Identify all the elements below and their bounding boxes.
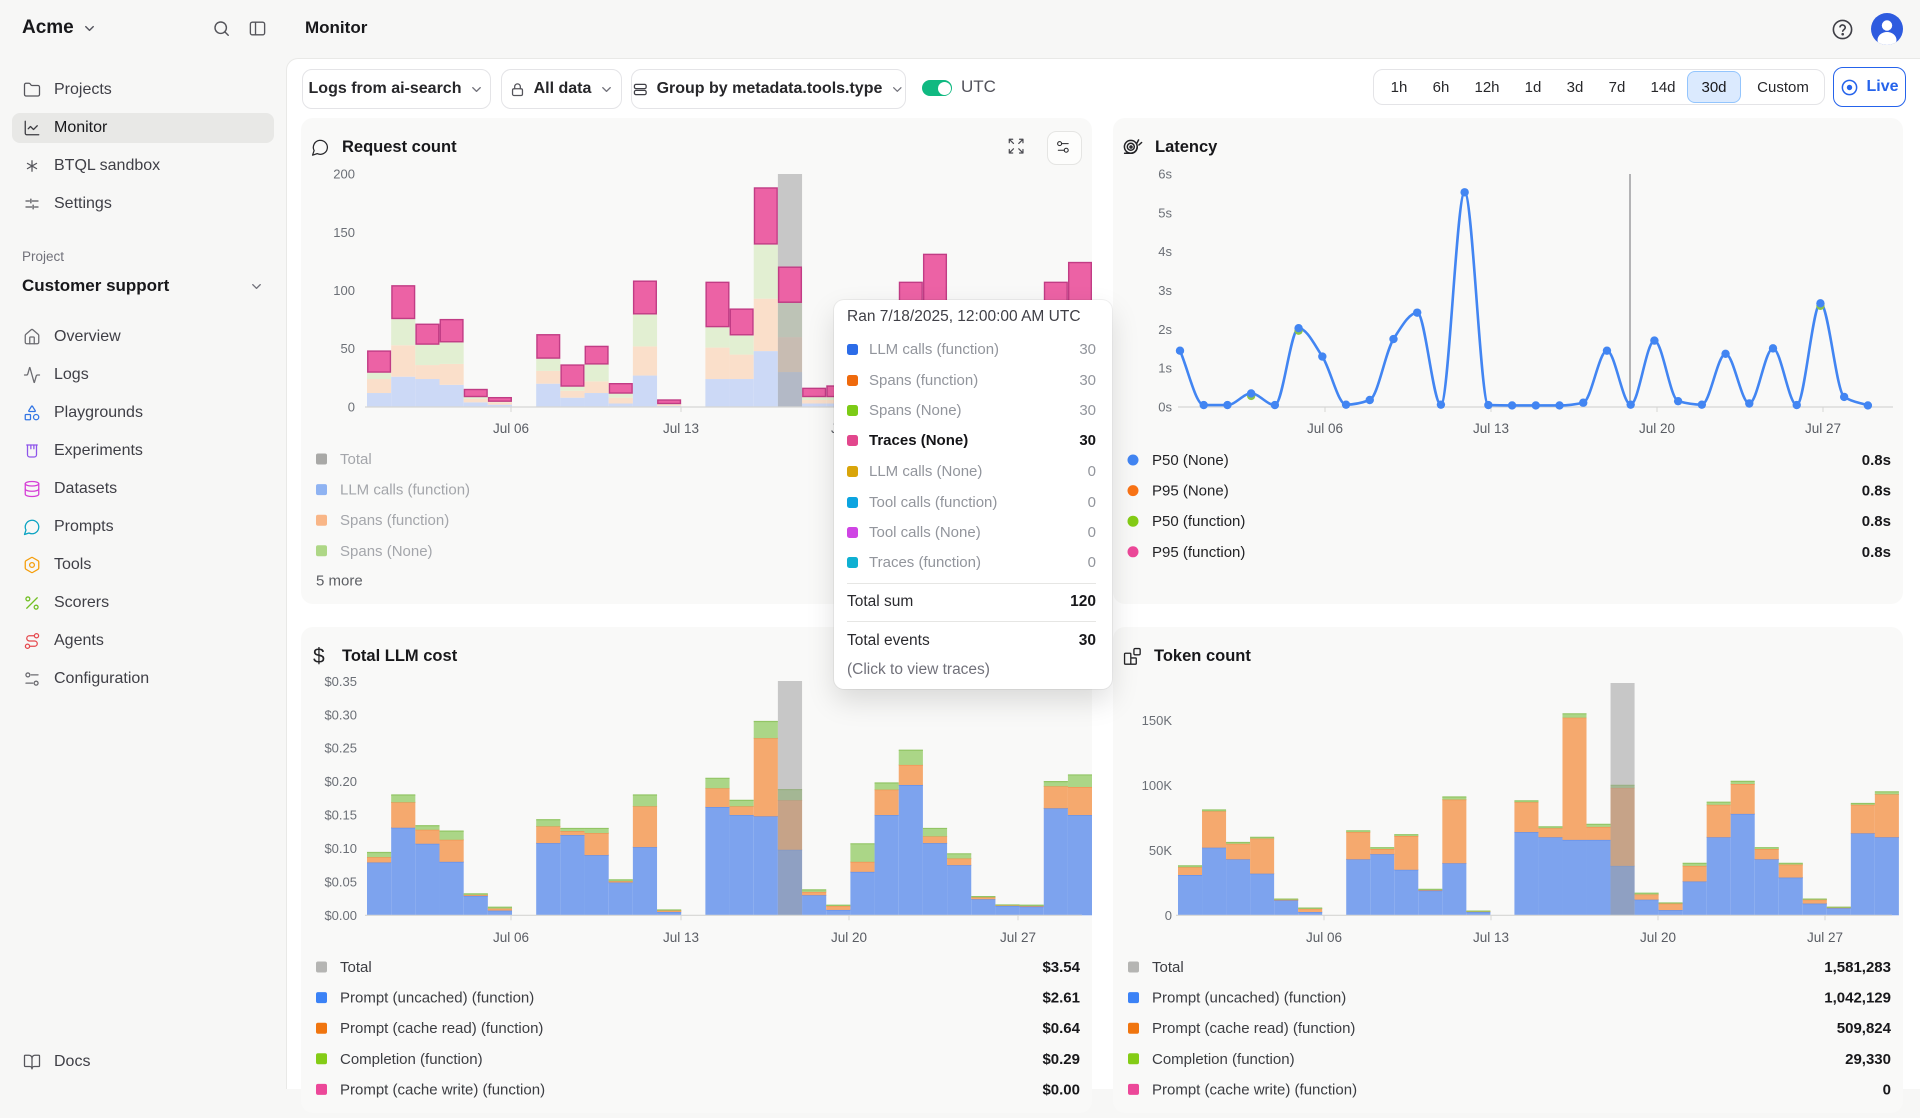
svg-text:Jul 27: Jul 27 xyxy=(1805,421,1841,436)
svg-text:4s: 4s xyxy=(1158,244,1172,259)
svg-text:Prompt (cache write) (function: Prompt (cache write) (function) xyxy=(340,1081,545,1098)
svg-text:1s: 1s xyxy=(1158,361,1172,376)
svg-text:$0.20: $0.20 xyxy=(324,774,357,789)
svg-text:Total LLM cost: Total LLM cost xyxy=(342,647,458,665)
svg-text:50K: 50K xyxy=(1149,843,1172,858)
svg-text:Prompt (cache read) (function): Prompt (cache read) (function) xyxy=(1152,1020,1355,1037)
svg-text:P95 (None): P95 (None) xyxy=(1152,483,1229,500)
svg-text:P95 (function): P95 (function) xyxy=(1152,544,1245,561)
svg-text:LLM calls (function): LLM calls (function) xyxy=(340,482,470,499)
svg-text:150K: 150K xyxy=(1142,713,1173,728)
svg-text:$0.29: $0.29 xyxy=(1042,1051,1080,1068)
svg-text:Jul 20: Jul 20 xyxy=(1639,421,1675,436)
svg-text:Jul 20: Jul 20 xyxy=(831,930,867,945)
svg-text:Jul 27: Jul 27 xyxy=(1000,930,1036,945)
svg-text:Completion (function): Completion (function) xyxy=(1152,1051,1295,1068)
svg-text:Jul 20: Jul 20 xyxy=(1640,930,1676,945)
svg-text:Jul 06: Jul 06 xyxy=(493,930,529,945)
svg-text:0s: 0s xyxy=(1158,400,1172,415)
svg-text:Total: Total xyxy=(340,451,372,468)
svg-text:Jul 13: Jul 13 xyxy=(1473,421,1509,436)
svg-text:Jul 06: Jul 06 xyxy=(493,421,529,436)
svg-text:0: 0 xyxy=(1883,1081,1891,1098)
svg-text:$0.35: $0.35 xyxy=(324,674,357,689)
svg-text:Spans (None): Spans (None) xyxy=(340,543,433,560)
svg-text:$0.64: $0.64 xyxy=(1042,1020,1080,1037)
svg-text:Jul 13: Jul 13 xyxy=(663,421,699,436)
svg-text:Spans (function): Spans (function) xyxy=(340,512,449,529)
svg-text:150: 150 xyxy=(333,225,355,240)
svg-text:5s: 5s xyxy=(1158,205,1172,220)
svg-text:100: 100 xyxy=(333,283,355,298)
svg-text:1,042,129: 1,042,129 xyxy=(1824,990,1891,1007)
svg-text:5 more: 5 more xyxy=(316,572,363,589)
svg-text:0: 0 xyxy=(1165,908,1172,923)
svg-text:Jul 27: Jul 27 xyxy=(1807,930,1843,945)
svg-text:Jul 13: Jul 13 xyxy=(663,930,699,945)
svg-text:6s: 6s xyxy=(1158,167,1172,182)
svg-text:Jul 06: Jul 06 xyxy=(1306,930,1342,945)
svg-text:3s: 3s xyxy=(1158,283,1172,298)
svg-text:P50 (function): P50 (function) xyxy=(1152,513,1245,530)
svg-text:2s: 2s xyxy=(1158,322,1172,337)
svg-text:509,824: 509,824 xyxy=(1837,1020,1892,1037)
svg-text:$0.25: $0.25 xyxy=(324,741,357,756)
svg-text:$0.10: $0.10 xyxy=(324,841,357,856)
svg-text:Request count: Request count xyxy=(342,138,457,156)
svg-text:29,330: 29,330 xyxy=(1845,1051,1891,1068)
svg-text:0: 0 xyxy=(348,400,355,415)
svg-text:Prompt (uncached) (function): Prompt (uncached) (function) xyxy=(1152,990,1346,1007)
svg-text:0.8s: 0.8s xyxy=(1862,452,1891,469)
svg-text:$0.00: $0.00 xyxy=(324,908,357,923)
svg-text:Token count: Token count xyxy=(1154,647,1251,665)
svg-text:$0.00: $0.00 xyxy=(1042,1081,1080,1098)
svg-text:$2.61: $2.61 xyxy=(1042,990,1080,1007)
svg-text:0.8s: 0.8s xyxy=(1862,513,1891,530)
svg-text:Completion (function): Completion (function) xyxy=(340,1051,483,1068)
svg-text:Total: Total xyxy=(1152,959,1184,976)
svg-text:Jul 13: Jul 13 xyxy=(1473,930,1509,945)
svg-text:$0.30: $0.30 xyxy=(324,707,357,722)
svg-text:50: 50 xyxy=(341,341,355,356)
svg-text:$3.54: $3.54 xyxy=(1042,959,1080,976)
svg-text:Jul 06: Jul 06 xyxy=(1307,421,1343,436)
svg-text:Total: Total xyxy=(340,959,372,976)
svg-text:0.8s: 0.8s xyxy=(1862,544,1891,561)
svg-text:Prompt (cache write) (function: Prompt (cache write) (function) xyxy=(1152,1081,1357,1098)
svg-text:1,581,283: 1,581,283 xyxy=(1824,959,1891,976)
svg-text:0.8s: 0.8s xyxy=(1862,483,1891,500)
svg-text:$: $ xyxy=(313,645,325,668)
svg-text:P50 (None): P50 (None) xyxy=(1152,452,1229,469)
svg-text:Latency: Latency xyxy=(1155,138,1218,156)
svg-text:$0.15: $0.15 xyxy=(324,808,357,823)
svg-text:Prompt (cache read) (function): Prompt (cache read) (function) xyxy=(340,1020,543,1037)
svg-text:200: 200 xyxy=(333,167,355,182)
svg-text:100K: 100K xyxy=(1142,778,1173,793)
svg-text:Prompt (uncached) (function): Prompt (uncached) (function) xyxy=(340,990,534,1007)
svg-text:$0.05: $0.05 xyxy=(324,874,357,889)
